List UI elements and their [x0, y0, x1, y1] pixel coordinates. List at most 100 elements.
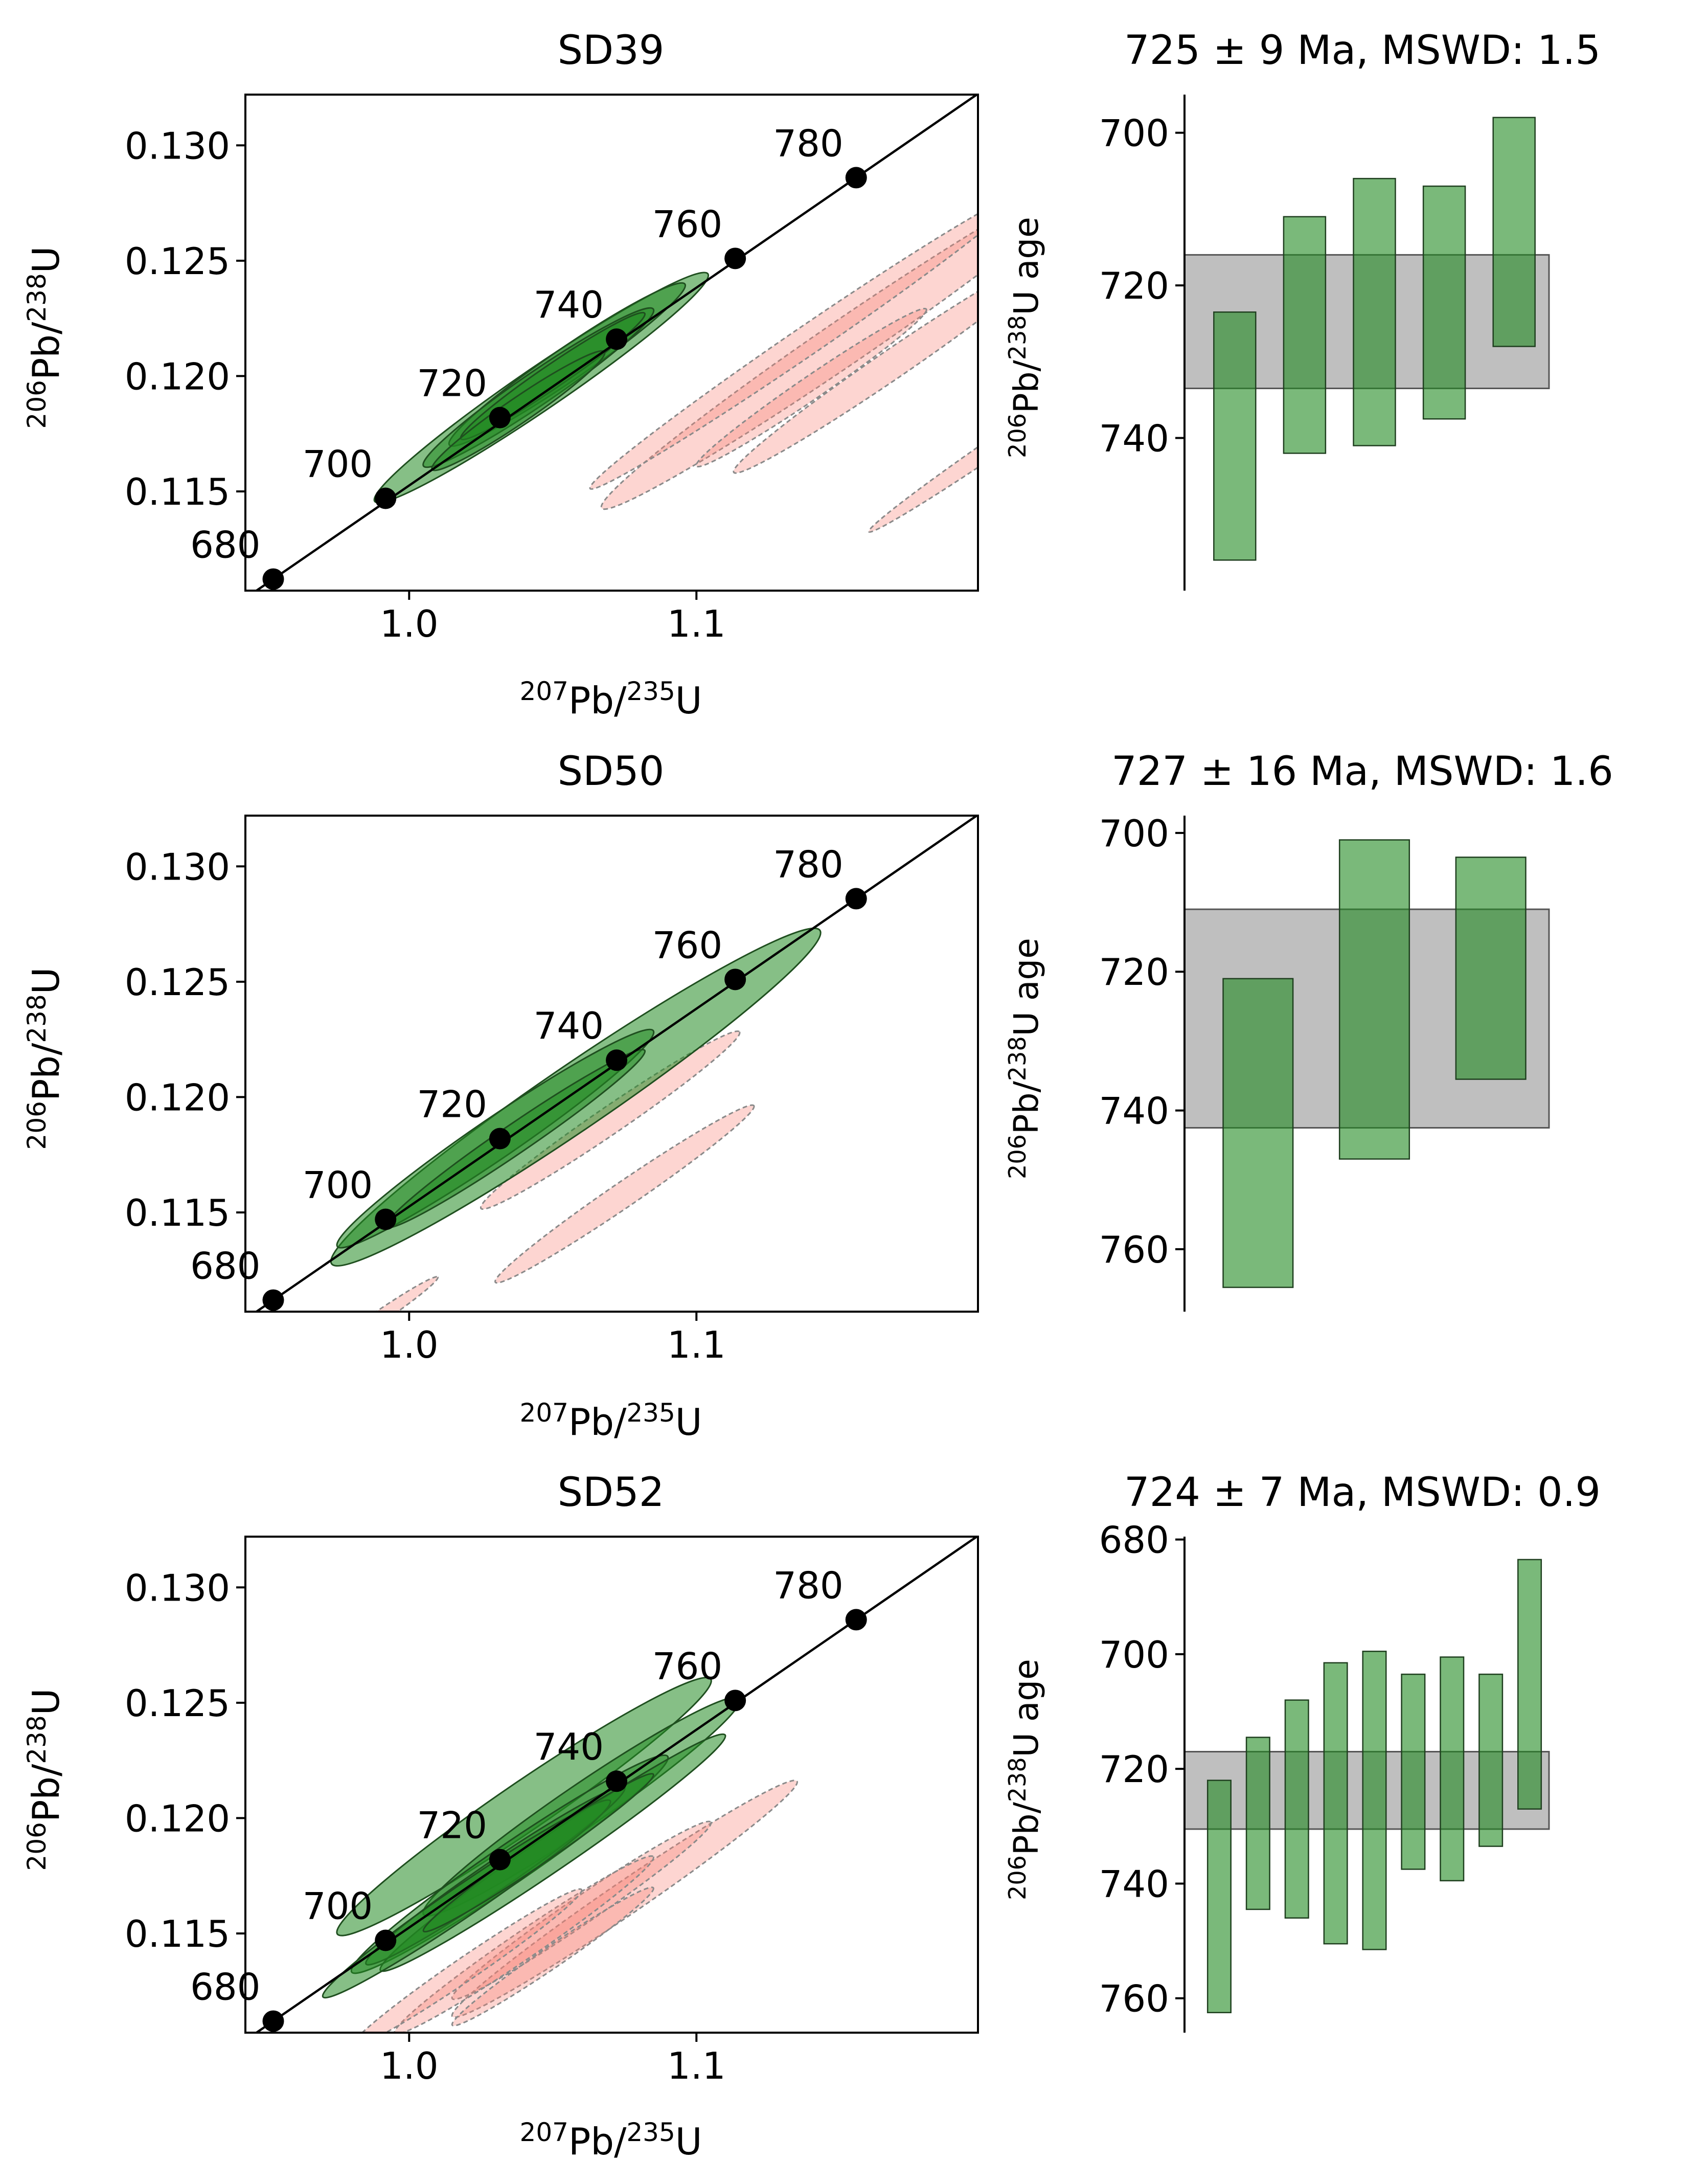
plot-frame — [244, 94, 979, 592]
age-bar — [1455, 857, 1527, 1080]
age-bar — [1222, 978, 1294, 1288]
plot-area — [254, 95, 978, 591]
age-tick-label: 720 — [1099, 951, 1169, 994]
row-1: SD39 207Pb/235U 206Pb/238U 725 ± 9 Ma, M… — [22, 28, 1601, 722]
concordia-age-label: 680 — [190, 1965, 260, 2008]
y-tick-label: 0.125 — [125, 961, 230, 1004]
y-tick-label: 0.120 — [125, 1076, 230, 1119]
age-bar — [1323, 1662, 1348, 1945]
age-bar — [1422, 185, 1466, 420]
y-tick-label: 0.130 — [125, 124, 230, 167]
rejected-ellipse — [589, 193, 978, 490]
concordia-age-label: 720 — [417, 1083, 487, 1126]
concordia-age-label: 700 — [303, 443, 373, 486]
concordia-age-marker — [489, 1128, 511, 1150]
plot-frame — [244, 1536, 979, 2034]
x-tick-label: 1.1 — [667, 602, 726, 645]
rejected-ellipse — [351, 1888, 583, 2033]
concordia-age-marker — [845, 888, 867, 910]
plot-area — [254, 816, 978, 1312]
y-tick-label: 0.120 — [125, 355, 230, 398]
concordia-age-marker — [262, 568, 284, 590]
concordia-age-marker — [262, 1289, 284, 1311]
concordia-ylabel: 206Pb/238U — [22, 1689, 67, 1871]
age-tick-label: 740 — [1099, 1090, 1169, 1133]
age-bar — [1213, 311, 1257, 561]
age-tick-label: 740 — [1099, 1862, 1169, 1905]
age-bar — [1338, 839, 1410, 1160]
rejected-ellipse — [733, 255, 978, 474]
concordia-age-marker — [489, 407, 511, 429]
concordia-age-label: 680 — [190, 1244, 260, 1287]
plot-marks: 680 700 720 740 760 780 1.0 1.1 0.115 0.120 0.125 0… — [125, 94, 1550, 2087]
concordia-age-label: 780 — [773, 843, 843, 886]
rejected-ellipse — [451, 1886, 654, 2027]
concordia-age-label: 700 — [303, 1164, 373, 1207]
concordia-age-label: 740 — [534, 1004, 604, 1047]
age-tick-label: 700 — [1099, 812, 1169, 855]
y-tick-label: 0.130 — [125, 845, 230, 888]
age-bar — [1517, 1559, 1542, 1810]
age-tick-label: 740 — [1099, 417, 1169, 460]
concordia-plot-sd52: 680 700 720 740 760 780 1.0 1.1 0.115 0.120 0.125 0… — [125, 1536, 979, 2087]
concordia-age-label: 760 — [652, 924, 722, 966]
concordia-title-sd50: SD50 — [558, 749, 665, 795]
concordia-age-label: 700 — [303, 1885, 373, 1928]
concordia-age-marker — [606, 1770, 628, 1792]
age-bar — [1353, 177, 1396, 446]
concordia-age-label: 760 — [652, 1645, 722, 1687]
concordia-age-marker — [375, 1929, 397, 1951]
x-tick-label: 1.0 — [380, 602, 439, 645]
age-plot-3: 680 700 720 740 760 — [1099, 1519, 1550, 2033]
age-bar — [1478, 1673, 1504, 1847]
age-bar — [1362, 1651, 1387, 1950]
rejected-ellipse — [494, 1104, 755, 1284]
concordia-ylabel: 206Pb/238U — [22, 246, 67, 429]
age-bar — [1492, 117, 1536, 347]
age-tick-label: 720 — [1099, 1748, 1169, 1791]
x-tick-label: 1.1 — [667, 2044, 726, 2087]
row-3: SD52 207Pb/235U 206Pb/238U 724 ± 7 Ma, M… — [22, 1470, 1601, 2163]
rejected-ellipse — [868, 334, 978, 533]
concordia-ylabel: 206Pb/238U — [22, 967, 67, 1150]
concordia-plot-sd39: 680 700 720 740 760 780 1.0 1.1 0.115 0.120 0.125 0… — [125, 94, 979, 645]
y-tick-label: 0.115 — [125, 1912, 230, 1955]
concordia-age-marker — [489, 1849, 511, 1871]
plot-area — [254, 1537, 978, 2033]
age-bar — [1245, 1737, 1270, 1910]
age-tick-label: 720 — [1099, 264, 1169, 307]
concordia-age-marker — [845, 167, 867, 189]
rejected-ellipse — [695, 307, 927, 468]
y-tick-label: 0.130 — [125, 1566, 230, 1609]
age-bar — [1284, 1699, 1309, 1919]
ages-ylabel: 206Pb/238U age — [1004, 1659, 1046, 1900]
concordia-age-marker — [724, 1690, 746, 1712]
ages-ylabel: 206Pb/238U age — [1004, 938, 1046, 1179]
age-bar — [1206, 1780, 1232, 2014]
concordia-xlabel: 207Pb/235U — [520, 677, 702, 722]
y-tick-label: 0.125 — [125, 240, 230, 283]
x-tick-label: 1.0 — [380, 1323, 439, 1366]
age-bar — [1440, 1656, 1465, 1882]
concordia-age-marker — [724, 969, 746, 991]
concordia-age-marker — [375, 1208, 397, 1230]
concordia-age-label: 760 — [652, 202, 722, 245]
y-tick-label: 0.125 — [125, 1682, 230, 1725]
concordia-title-sd52: SD52 — [558, 1470, 665, 1516]
rejected-ellipse — [451, 1820, 712, 2000]
concordia-age-label: 780 — [773, 122, 843, 165]
row-2: SD50 207Pb/235U 206Pb/238U 727 ± 16 Ma, … — [22, 749, 1613, 1444]
ages-ylabel: 206Pb/238U age — [1004, 217, 1046, 458]
concordia-age-label: 740 — [534, 1725, 604, 1768]
y-tick-label: 0.115 — [125, 1191, 230, 1234]
x-tick-label: 1.0 — [380, 2044, 439, 2087]
concordia-age-marker — [845, 1609, 867, 1631]
concordia-age-marker — [262, 2010, 284, 2032]
rejected-ellipse — [394, 1855, 654, 2033]
concordia-xlabel: 207Pb/235U — [520, 1398, 702, 1444]
y-tick-label: 0.120 — [125, 1797, 230, 1840]
concordia-age-label: 780 — [773, 1564, 843, 1607]
age-tick-label: 760 — [1099, 1977, 1169, 2020]
age-plot-2: 700 720 740 760 — [1099, 812, 1550, 1312]
ages-title: 725 ± 9 Ma, MSWD: 1.5 — [1124, 28, 1601, 74]
